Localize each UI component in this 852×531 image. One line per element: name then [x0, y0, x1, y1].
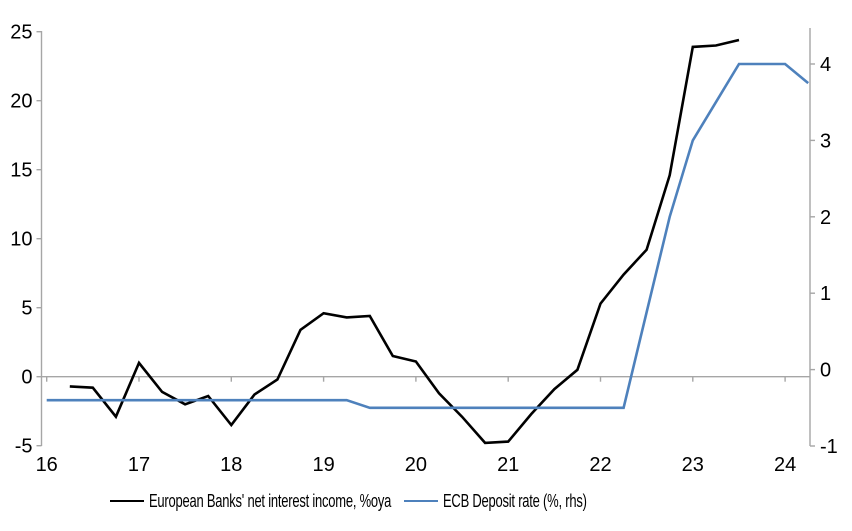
- x-axis-tick-label: 23: [682, 454, 704, 476]
- black-line-swatch: [110, 499, 144, 503]
- x-axis-tick-label: 22: [589, 454, 611, 476]
- left-axis-tick-label: 15: [10, 160, 32, 182]
- left-axis-tick-label: 5: [21, 298, 32, 320]
- left-axis-tick-label: 20: [10, 91, 32, 113]
- x-axis-tick-label: 24: [774, 454, 796, 476]
- left-axis-tick-label: 25: [10, 22, 32, 44]
- x-axis-tick-label: 20: [405, 454, 427, 476]
- legend-item-net-interest-income: European Banks' net interest income, %oy…: [110, 490, 485, 511]
- left-axis-tick-label: -5: [15, 436, 33, 458]
- right-axis-tick-label: 1: [820, 283, 831, 305]
- legend-label-ecb-deposit-rate: ECB Deposit rate (%, rhs): [443, 490, 587, 511]
- right-axis-tick-label: 3: [820, 130, 831, 152]
- x-axis-tick-label: 16: [36, 454, 58, 476]
- ecb-deposit-rate-line: [46, 62, 810, 410]
- right-axis-tick-label: 2: [820, 207, 831, 229]
- left-axis-tick-label: 10: [10, 229, 32, 251]
- blue-line-swatch: [404, 499, 438, 503]
- x-axis-tick-label: 21: [497, 454, 519, 476]
- right-axis-tick-label: -1: [820, 436, 838, 458]
- left-axis-tick-label: 0: [21, 367, 32, 389]
- legend-item-ecb-deposit-rate: ECB Deposit rate (%, rhs): [404, 490, 643, 511]
- right-axis-tick-label: 0: [820, 360, 831, 382]
- net-interest-income-line: [69, 38, 740, 445]
- x-axis-tick-label: 19: [312, 454, 334, 476]
- x-axis-tick-label: 17: [128, 454, 150, 476]
- legend-label-net-interest-income: European Banks' net interest income, %oy…: [149, 490, 392, 511]
- right-axis-tick-label: 4: [820, 54, 831, 76]
- x-axis-tick-label: 18: [220, 454, 242, 476]
